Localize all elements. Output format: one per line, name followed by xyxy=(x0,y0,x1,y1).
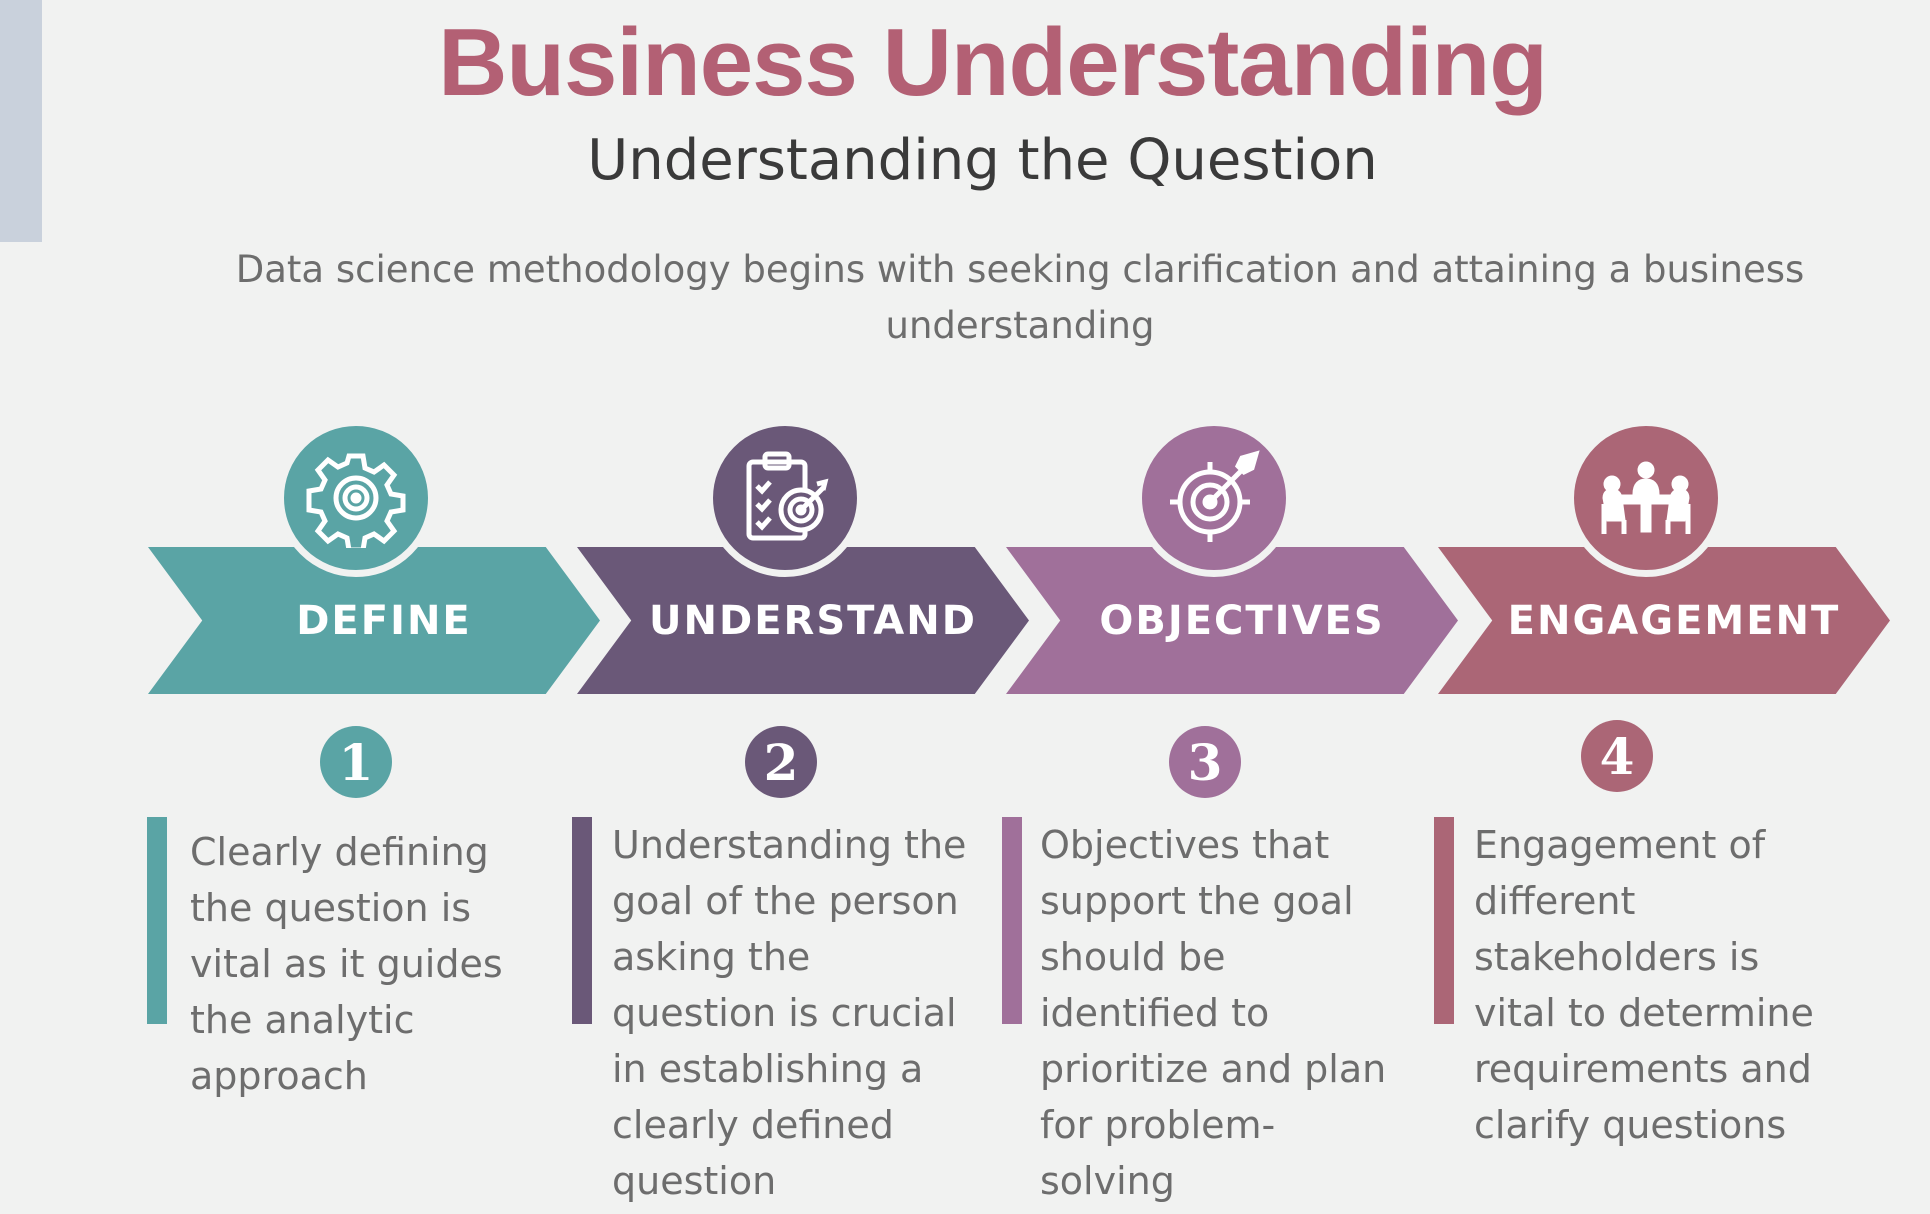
meeting-table-icon xyxy=(1601,461,1691,534)
chevron-label: ENGAGEMENT xyxy=(1507,597,1841,644)
accent-bar xyxy=(1002,817,1022,1024)
step-description: Objectives that support the goal should … xyxy=(1040,823,1387,1203)
step-icon-badge xyxy=(277,419,435,577)
gear-target-icon xyxy=(306,453,406,548)
accent-bar xyxy=(147,817,167,1024)
chevron-label: DEFINE xyxy=(296,597,472,644)
chevron-label: OBJECTIVES xyxy=(1099,597,1385,644)
chevron-label: UNDERSTAND xyxy=(649,597,977,644)
step-number: 2 xyxy=(745,726,817,798)
intro-text: Data science methodology begins with see… xyxy=(235,248,1805,347)
step-number: 3 xyxy=(1169,726,1241,798)
step-description: Engagement of different stakeholders is … xyxy=(1474,823,1814,1147)
side-tab-decoration xyxy=(0,0,42,242)
step-icon-badge xyxy=(1135,419,1293,577)
page-subtitle: Understanding the Question xyxy=(587,128,1378,193)
page-title: Business Understanding xyxy=(438,9,1548,116)
accent-bar xyxy=(572,817,592,1024)
step-icon-badge xyxy=(706,419,864,577)
accent-bar xyxy=(1434,817,1454,1024)
step-number: 4 xyxy=(1581,720,1653,792)
step-description: Understanding the goal of the person ask… xyxy=(612,823,967,1203)
step-description: Clearly defining the question is vital a… xyxy=(190,830,503,1098)
clipboard-target-icon xyxy=(746,451,829,541)
step-icon-badge xyxy=(1567,419,1725,577)
target-dart-icon xyxy=(1170,450,1260,542)
chevron-engagement: ENGAGEMENT xyxy=(1438,547,1890,694)
step-number: 1 xyxy=(320,726,392,798)
